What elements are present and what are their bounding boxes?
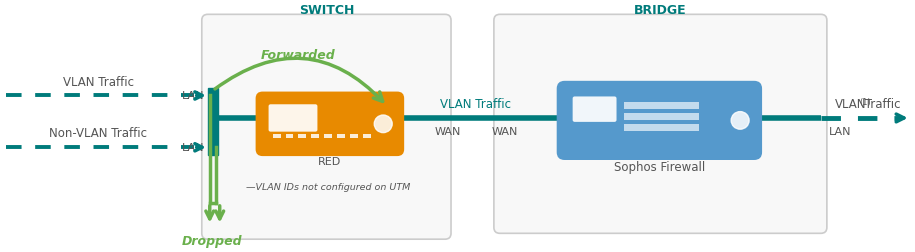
Bar (363, 134, 371, 139)
Circle shape (374, 116, 393, 133)
Bar (350, 134, 359, 139)
Bar (208, 88, 218, 155)
Bar (273, 134, 281, 139)
Bar (311, 134, 319, 139)
Text: LAN: LAN (182, 91, 205, 101)
Text: Non-VLAN Traffic: Non-VLAN Traffic (49, 127, 147, 140)
FancyBboxPatch shape (494, 15, 827, 233)
FancyBboxPatch shape (255, 92, 404, 156)
Text: Sophos Firewall: Sophos Firewall (614, 160, 705, 173)
Bar (298, 134, 307, 139)
FancyBboxPatch shape (573, 97, 617, 122)
Text: LAN: LAN (829, 126, 851, 136)
FancyArrowPatch shape (215, 59, 382, 102)
Bar (625, 103, 699, 110)
Bar (285, 134, 294, 139)
Bar (625, 114, 699, 120)
FancyBboxPatch shape (269, 105, 318, 132)
Text: (1): (1) (859, 98, 870, 107)
Text: SWITCH: SWITCH (298, 4, 354, 17)
Text: Dropped: Dropped (181, 234, 242, 247)
Text: Forwarded: Forwarded (261, 48, 335, 61)
Text: Traffic: Traffic (861, 98, 900, 111)
FancyBboxPatch shape (556, 81, 762, 160)
Text: VLAN: VLAN (834, 98, 867, 111)
Bar (625, 124, 699, 131)
Bar (338, 134, 345, 139)
Text: BRIDGE: BRIDGE (634, 4, 686, 17)
Bar (325, 134, 332, 139)
Text: VLAN Traffic: VLAN Traffic (440, 98, 511, 111)
FancyBboxPatch shape (202, 15, 451, 239)
Text: VLAN Traffic: VLAN Traffic (62, 75, 134, 88)
Text: —VLAN IDs not configured on UTM: —VLAN IDs not configured on UTM (245, 182, 410, 191)
Text: LAN: LAN (182, 143, 205, 153)
Text: RED: RED (318, 156, 341, 166)
Text: WAN: WAN (491, 126, 518, 136)
Text: WAN: WAN (435, 126, 461, 136)
Circle shape (731, 112, 749, 130)
